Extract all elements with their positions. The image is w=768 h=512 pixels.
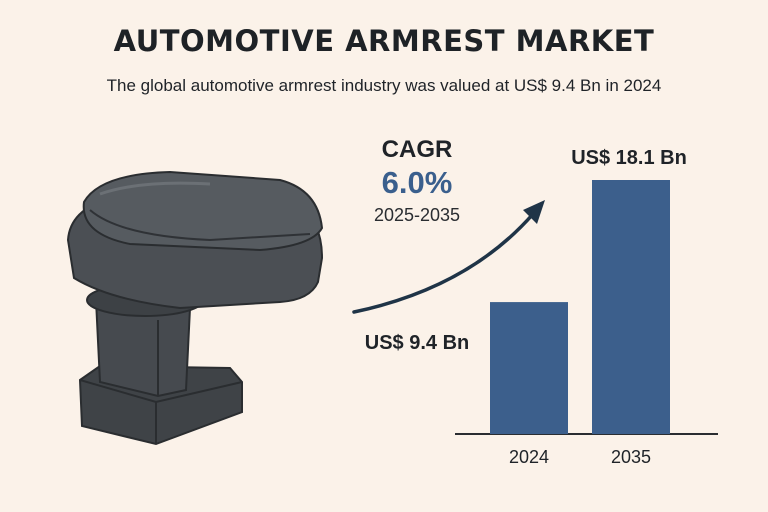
bar-2024 [490, 302, 568, 434]
cagr-value: 6.0% [381, 165, 453, 200]
bar-2035 [592, 180, 670, 434]
armrest-illustration [66, 170, 324, 446]
data-label-2035: US$ 18.1 Bn [571, 147, 687, 169]
cagr-period: 2025-2035 [373, 205, 461, 225]
data-label-2024: US$ 9.4 Bn [365, 332, 469, 354]
page-title: AUTOMOTIVE ARMREST MARKET [113, 24, 655, 58]
page-subtitle: The global automotive armrest industry w… [106, 76, 662, 95]
growth-arrow-head [523, 200, 545, 224]
x-tick-label-2035: 2035 [611, 447, 651, 467]
x-tick-label-2024: 2024 [509, 447, 549, 467]
cagr-label: CAGR [381, 136, 453, 163]
growth-arrow [352, 212, 535, 314]
